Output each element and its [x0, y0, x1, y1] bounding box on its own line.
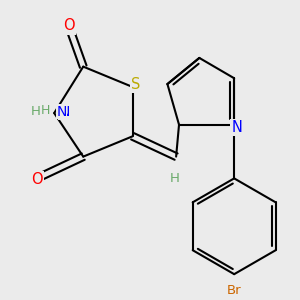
Text: N: N [232, 120, 242, 135]
Text: N: N [56, 105, 67, 118]
Text: O: O [31, 172, 43, 187]
Text: S: S [131, 76, 140, 92]
Text: O: O [63, 19, 74, 34]
Text: H: H [170, 172, 180, 185]
Text: H: H [30, 105, 40, 118]
Text: H: H [41, 104, 50, 117]
Text: Br: Br [227, 284, 242, 297]
Text: N: N [59, 105, 70, 118]
